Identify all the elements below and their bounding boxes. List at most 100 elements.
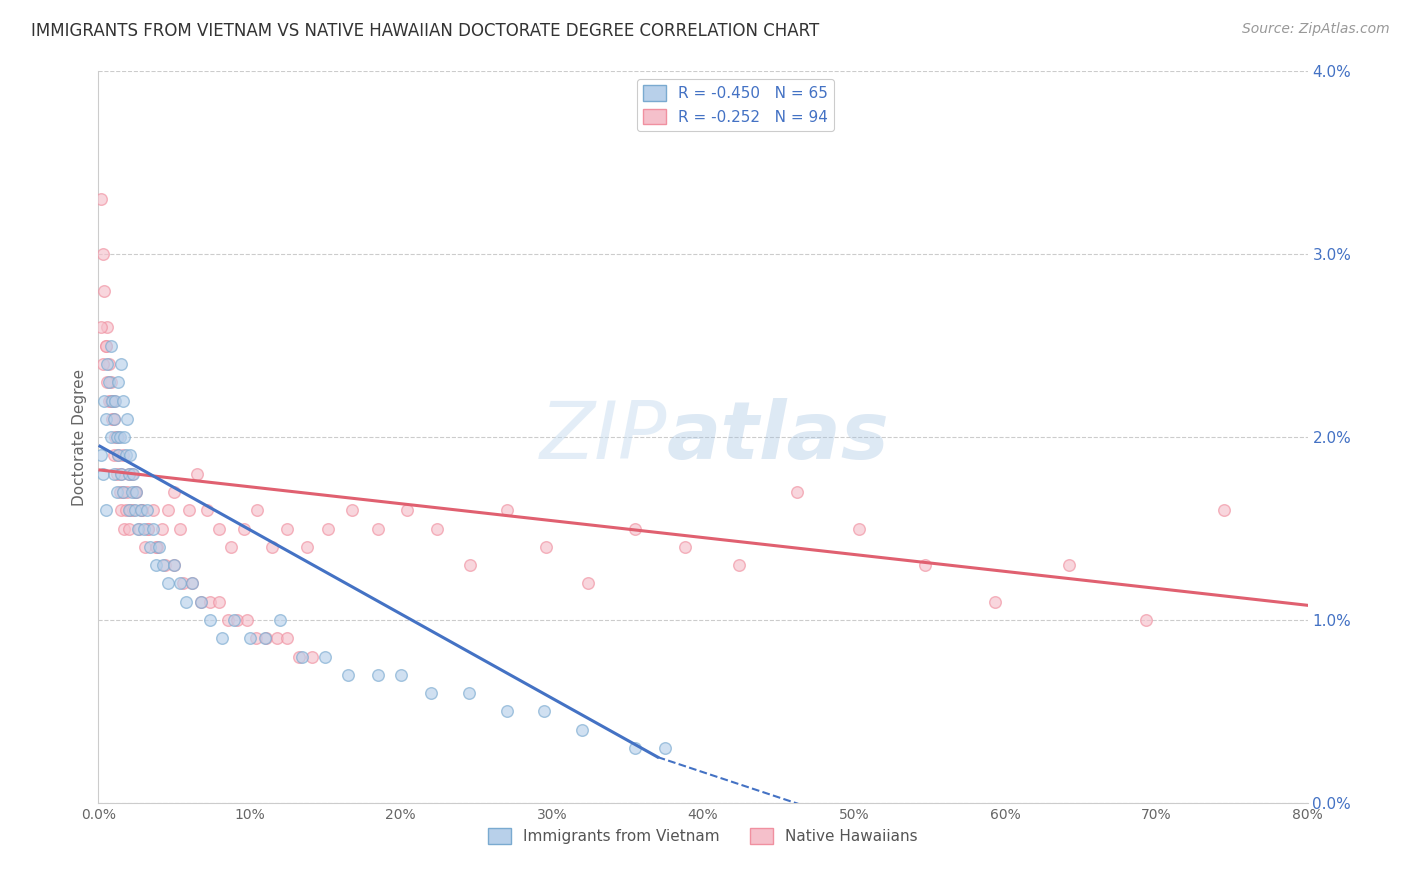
Point (100, 393, 122, 408)
Point (226, 613, 249, 627)
Point (253, 632, 276, 646)
Point (118, 503, 141, 517)
Point (146, 540, 169, 554)
Point (367, 521, 389, 535)
Point (94, 338, 117, 352)
Point (108, 485, 131, 500)
Point (122, 467, 145, 481)
Point (111, 393, 134, 408)
Point (98, 393, 121, 408)
Point (110, 467, 132, 481)
Point (728, 558, 751, 573)
Point (107, 449, 129, 463)
Point (107, 449, 129, 463)
Point (94, 412, 117, 426)
Point (190, 595, 212, 609)
Point (105, 467, 128, 481)
Point (100, 430, 122, 444)
Point (110, 503, 132, 517)
Point (104, 393, 127, 408)
Point (163, 558, 186, 573)
Point (121, 467, 143, 481)
Point (224, 613, 246, 627)
Point (1057, 558, 1080, 573)
Point (120, 449, 142, 463)
Point (145, 558, 167, 573)
Point (105, 430, 128, 444)
Point (98, 357, 121, 371)
Point (128, 521, 150, 535)
Point (186, 467, 208, 481)
Point (103, 393, 125, 408)
Point (336, 667, 359, 681)
Point (163, 485, 186, 500)
Point (90, 193, 112, 207)
Point (458, 558, 481, 573)
Point (1135, 613, 1157, 627)
Point (145, 540, 167, 554)
Point (120, 503, 142, 517)
Point (118, 521, 141, 535)
Point (125, 485, 148, 500)
Point (124, 485, 146, 500)
Point (148, 540, 170, 554)
Point (254, 632, 277, 646)
Point (132, 521, 155, 535)
Point (848, 521, 870, 535)
Point (208, 521, 231, 535)
Point (624, 521, 647, 535)
Point (211, 632, 233, 646)
Point (235, 613, 257, 627)
Point (181, 576, 204, 591)
Point (291, 649, 314, 664)
Point (457, 686, 479, 700)
Point (295, 540, 318, 554)
Point (136, 521, 159, 535)
Point (195, 503, 218, 517)
Point (134, 540, 156, 554)
Point (190, 595, 212, 609)
Point (314, 649, 336, 664)
Point (104, 430, 127, 444)
Point (91, 247, 114, 261)
Point (105, 485, 128, 500)
Point (91, 357, 114, 371)
Point (156, 576, 179, 591)
Point (96, 320, 118, 334)
Point (135, 503, 157, 517)
Point (127, 521, 149, 535)
Point (110, 467, 132, 481)
Point (624, 740, 647, 755)
Point (262, 540, 284, 554)
Text: IMMIGRANTS FROM VIETNAM VS NATIVE HAWAIIAN DOCTORATE DEGREE CORRELATION CHART: IMMIGRANTS FROM VIETNAM VS NATIVE HAWAII… (31, 22, 820, 40)
Point (156, 503, 179, 517)
Point (316, 521, 339, 535)
Point (169, 521, 191, 535)
Point (96, 357, 118, 371)
Point (534, 540, 557, 554)
Point (91, 467, 114, 481)
Point (115, 412, 138, 426)
Point (276, 521, 298, 535)
Point (114, 503, 136, 517)
Point (246, 503, 269, 517)
Point (111, 485, 134, 500)
Point (114, 449, 136, 463)
Point (174, 595, 197, 609)
Point (200, 595, 222, 609)
Point (495, 503, 517, 517)
Point (266, 632, 288, 646)
Point (112, 521, 135, 535)
Point (654, 740, 676, 755)
Point (142, 521, 165, 535)
Point (96, 376, 118, 390)
Point (232, 521, 254, 535)
Point (129, 503, 152, 517)
Point (221, 540, 243, 554)
Point (124, 503, 146, 517)
Point (495, 705, 517, 719)
Point (181, 576, 204, 591)
Point (90, 320, 112, 334)
Point (786, 485, 808, 500)
Point (395, 503, 418, 517)
